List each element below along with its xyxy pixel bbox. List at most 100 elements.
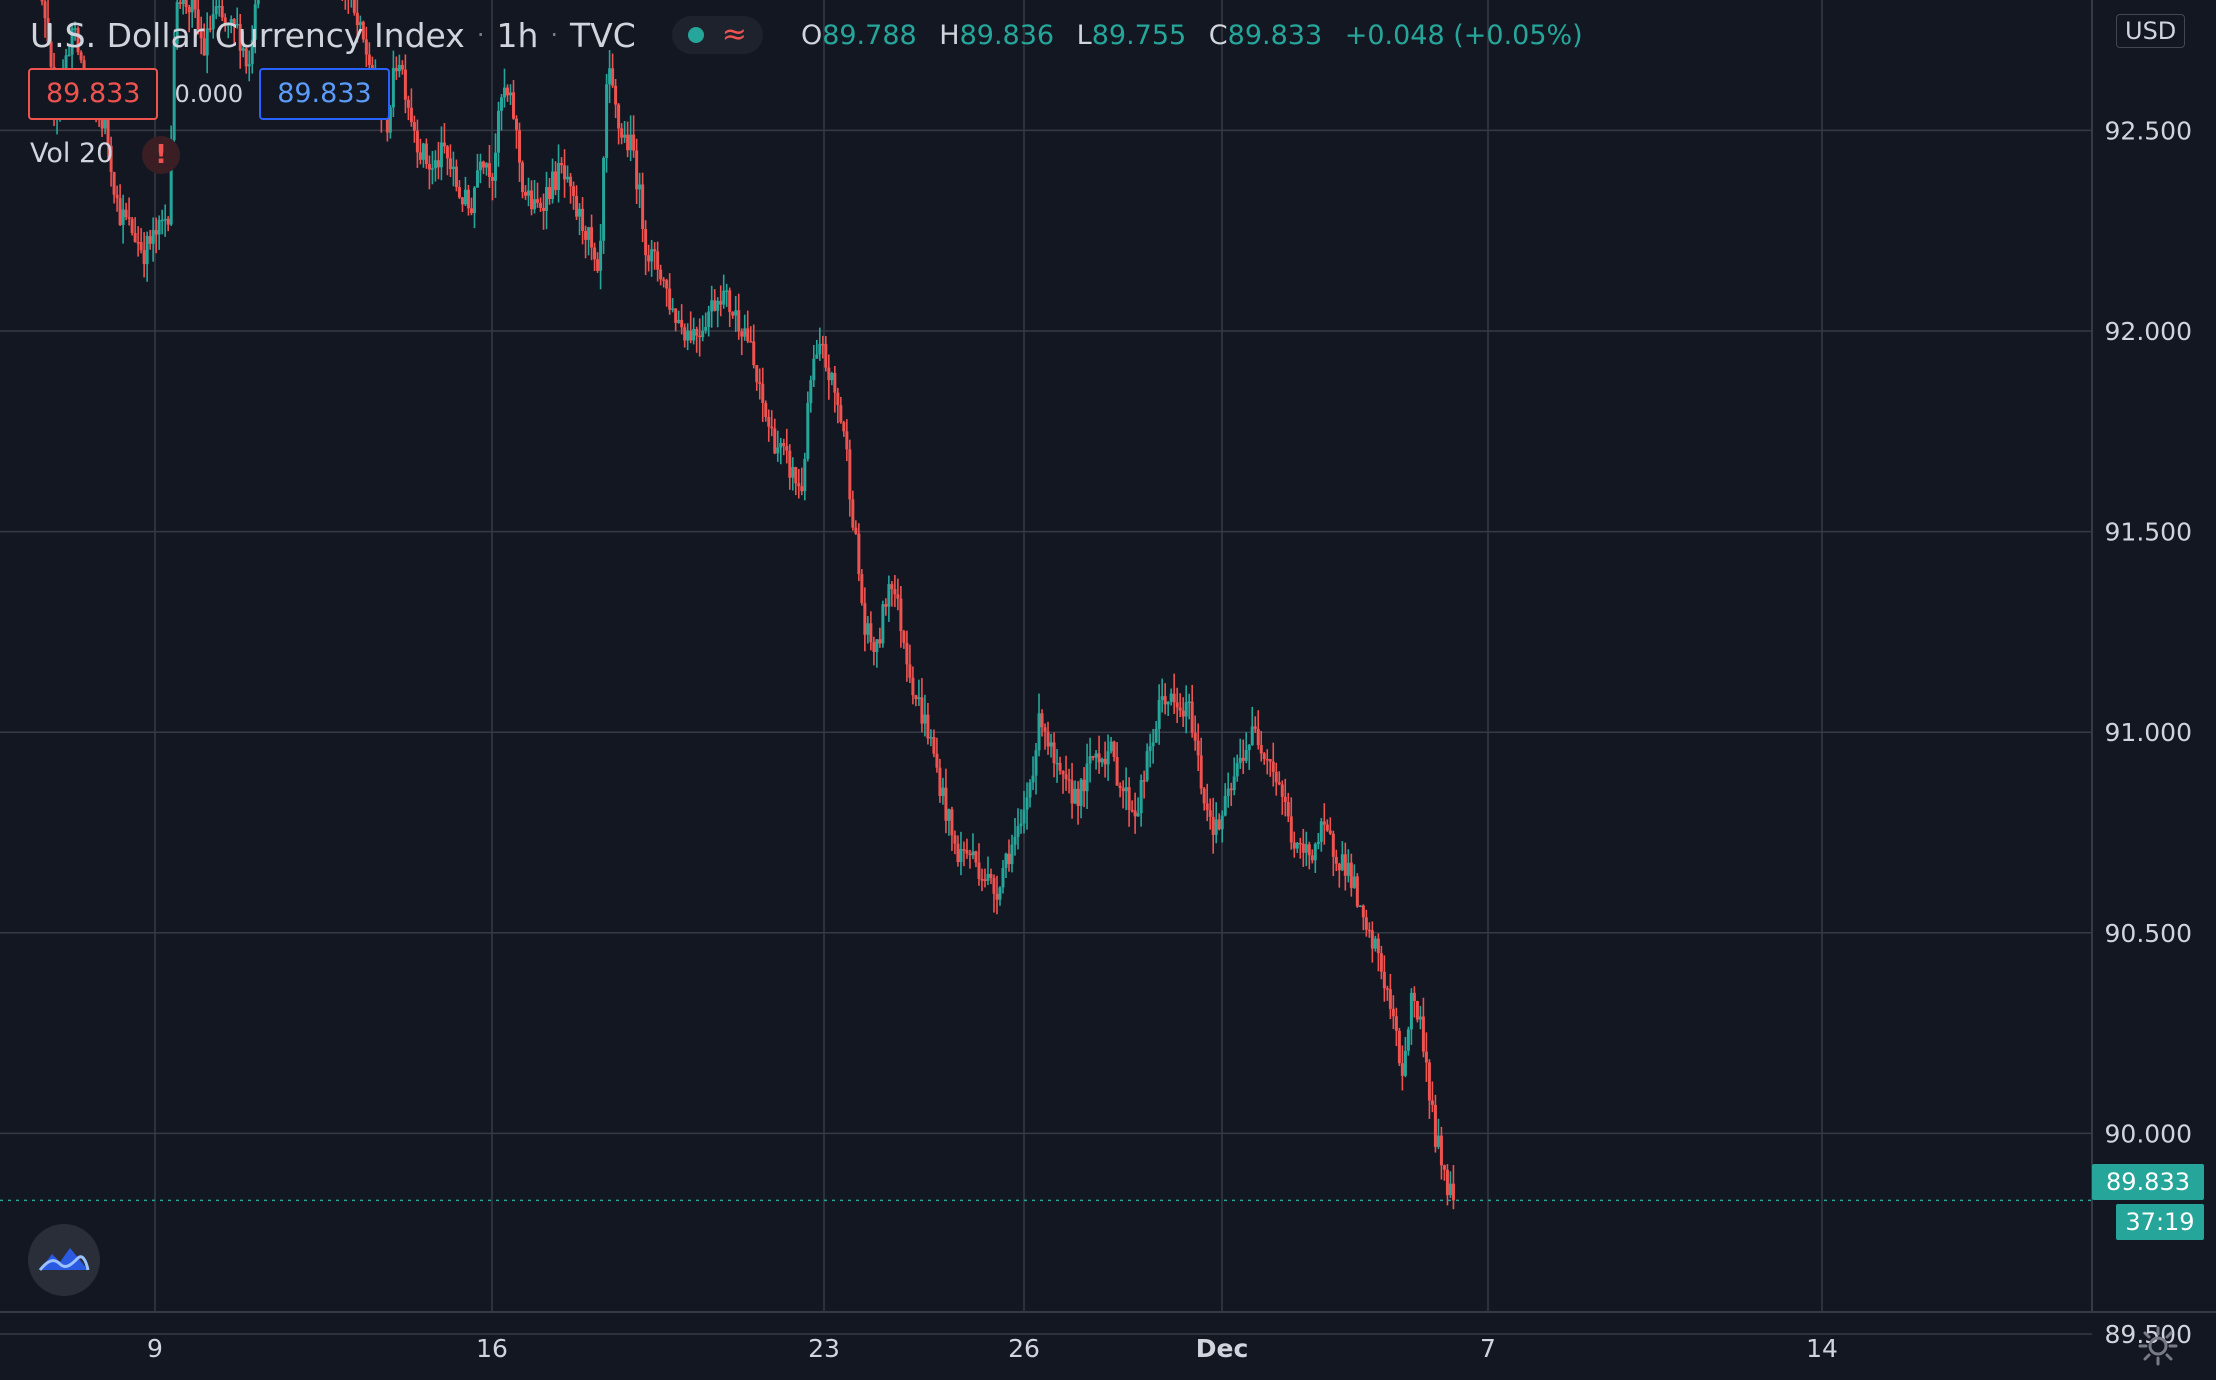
candle — [1028, 779, 1032, 808]
volume-indicator-label[interactable]: Vol 20 — [30, 138, 114, 169]
candle — [1361, 904, 1365, 931]
candle — [620, 123, 624, 145]
candle — [608, 50, 612, 104]
candle — [746, 310, 750, 344]
candle — [869, 611, 873, 651]
price-tick-label: 91.000 — [2105, 718, 2192, 747]
candle — [250, 25, 254, 74]
candle — [1340, 841, 1344, 872]
candle — [124, 202, 128, 221]
candle — [842, 420, 846, 437]
candles — [40, 0, 1455, 1210]
candle — [1319, 817, 1323, 852]
candle — [460, 196, 464, 212]
candle — [635, 138, 639, 205]
candle — [352, 0, 356, 16]
candle — [172, 31, 176, 152]
candle — [1211, 797, 1215, 854]
candle — [602, 156, 606, 254]
symbol-name[interactable]: U.S. Dollar Currency Index — [30, 15, 465, 55]
candle — [70, 24, 74, 69]
buy-button[interactable]: 89.833 — [259, 68, 390, 120]
candle — [596, 252, 600, 273]
currency-badge[interactable]: USD — [2116, 14, 2186, 48]
candle — [211, 0, 215, 39]
candle — [590, 214, 594, 261]
last-price-tag: 89.833 — [2092, 1164, 2204, 1200]
candle — [430, 150, 434, 185]
candle — [1421, 997, 1425, 1058]
candle — [475, 153, 479, 188]
candle — [133, 217, 137, 243]
candle — [839, 396, 843, 424]
candle — [256, 0, 260, 9]
candle — [1040, 709, 1044, 737]
candle — [935, 737, 939, 773]
alert-icon[interactable]: ! — [142, 136, 180, 174]
candle — [1370, 921, 1374, 963]
candle — [941, 777, 945, 805]
market-status-pill[interactable]: ≈ — [671, 16, 763, 54]
candle — [235, 7, 239, 29]
candle — [1271, 742, 1275, 787]
interval-label[interactable]: 1h — [496, 15, 539, 55]
candle — [593, 242, 597, 272]
candle — [755, 364, 759, 391]
candle — [581, 197, 585, 245]
candle — [1214, 802, 1218, 844]
candle — [1199, 737, 1203, 795]
candle — [448, 144, 452, 178]
candle — [433, 150, 437, 182]
high-value: 89.836 — [959, 19, 1055, 51]
candle — [427, 155, 431, 190]
candle — [722, 274, 726, 309]
time-tick-label: Dec — [1196, 1334, 1249, 1363]
candle — [412, 115, 416, 143]
time-tick-label: 7 — [1480, 1334, 1496, 1363]
candle — [725, 283, 729, 307]
candle — [767, 409, 771, 442]
candle — [157, 215, 161, 250]
candle — [560, 157, 564, 174]
candle — [190, 0, 194, 28]
candle — [659, 264, 663, 286]
candle — [112, 171, 116, 204]
candle — [1145, 743, 1149, 783]
candle — [1223, 783, 1227, 817]
candle — [1385, 985, 1389, 1001]
candle — [1103, 741, 1107, 778]
candle — [391, 50, 395, 117]
candle — [539, 197, 543, 212]
candle — [701, 315, 705, 342]
candle — [361, 20, 365, 43]
candle — [857, 523, 861, 582]
candle — [578, 203, 582, 236]
settings-icon[interactable] — [2136, 1324, 2180, 1368]
candle — [481, 160, 485, 175]
time-axis[interactable]: 9 16 23 26 Dec 7 14 — [147, 1334, 1838, 1363]
candle — [139, 228, 143, 254]
logo-icon[interactable] — [28, 1224, 100, 1296]
candle — [863, 587, 867, 652]
candle — [1154, 721, 1158, 743]
candle — [1184, 685, 1188, 734]
price-axis[interactable]: 89.50090.00090.50091.00091.50092.00092.5… — [2105, 0, 2192, 1349]
candle — [79, 50, 83, 64]
candle — [76, 26, 80, 56]
candle — [779, 437, 783, 465]
price-tick-label: 92.000 — [2105, 317, 2192, 346]
sell-button[interactable]: 89.833 — [28, 68, 159, 120]
candle — [1127, 777, 1131, 827]
candle — [797, 468, 801, 499]
candle — [950, 806, 954, 851]
exchange-label[interactable]: TVC — [570, 15, 636, 55]
candle — [785, 428, 789, 464]
candle — [626, 121, 630, 158]
candle — [148, 229, 152, 250]
candle — [1043, 723, 1047, 750]
candle — [154, 217, 158, 254]
candle — [938, 758, 942, 803]
candle — [409, 88, 413, 127]
change-value: +0.048 (+0.05%) — [1344, 19, 1583, 51]
